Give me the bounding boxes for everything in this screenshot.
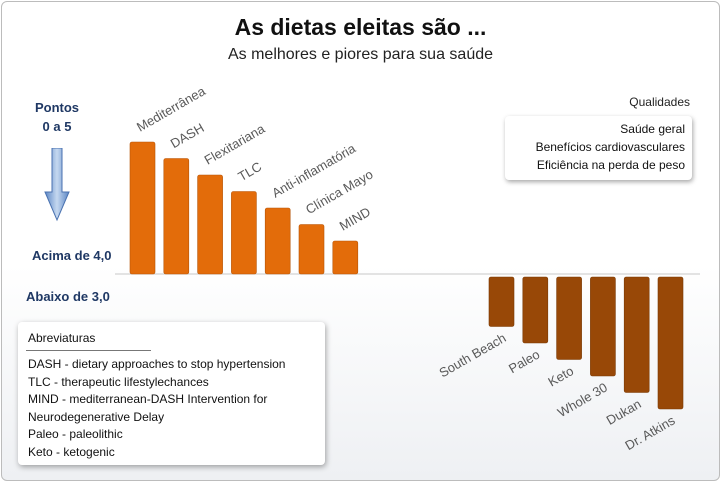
bar-label-top: DASH bbox=[168, 120, 207, 151]
abbreviation-item: Paleo - paleolithic bbox=[28, 427, 123, 441]
bar-bottom bbox=[488, 276, 515, 327]
bar-bottom bbox=[657, 276, 684, 410]
below-threshold-label: Abaixo de 3,0 bbox=[26, 289, 110, 304]
bar-label-top: TLC bbox=[235, 159, 264, 184]
qualities-title: Qualidades bbox=[629, 95, 690, 109]
abbreviations-list: DASH - dietary approaches to stop hypert… bbox=[28, 356, 328, 461]
bar-label-top: MIND bbox=[337, 204, 373, 234]
bar-label-bottom: Keto bbox=[545, 363, 576, 389]
abbreviation-item: MIND - mediterranean-DASH Intervention f… bbox=[28, 392, 268, 406]
abbreviations-box: Abreviaturas DASH - dietary approaches t… bbox=[18, 322, 325, 465]
abbreviation-item: Keto - ketogenic bbox=[28, 444, 115, 459]
bar-bottom bbox=[590, 276, 616, 377]
bar-top bbox=[129, 141, 156, 275]
bar-top bbox=[264, 207, 291, 275]
bar-top bbox=[298, 224, 325, 275]
quality-item: Benefícios cardiovasculares bbox=[535, 140, 685, 154]
points-caption: Pontos 0 a 5 bbox=[22, 98, 92, 136]
bar-top bbox=[231, 191, 257, 275]
abbreviations-divider bbox=[26, 350, 151, 351]
abbreviation-item: DASH - dietary approaches to stop hypert… bbox=[28, 357, 286, 371]
bar-label-bottom: Dr. Atkins bbox=[622, 412, 677, 453]
points-caption-line2: 0 a 5 bbox=[42, 119, 72, 134]
abbreviations-title: Abreviaturas bbox=[28, 331, 96, 345]
bar-bottom bbox=[623, 276, 650, 393]
bar-label-bottom: Paleo bbox=[506, 347, 542, 377]
qualities-box: Saúde geral Benefícios cardiovasculares … bbox=[505, 116, 692, 180]
bar-top bbox=[332, 240, 359, 275]
chart-subtitle: As melhores e piores para sua saúde bbox=[227, 46, 494, 63]
bar-top bbox=[163, 158, 190, 275]
down-arrow-icon bbox=[44, 148, 70, 222]
bar-bottom bbox=[556, 276, 582, 360]
bar-label-bottom: South Beach bbox=[437, 330, 509, 380]
points-caption-line1: Pontos bbox=[34, 100, 80, 115]
quality-item: Eficiência na perda de peso bbox=[536, 158, 685, 172]
quality-item: Saúde geral bbox=[620, 122, 685, 136]
bar-bottom bbox=[522, 276, 549, 344]
chart-title: As dietas eleitas são ... bbox=[234, 14, 487, 40]
abbreviation-item: Neurodegenerative Delay bbox=[28, 409, 165, 424]
bar-label-top: Flexitariana bbox=[202, 121, 268, 168]
abbreviation-item: TLC - therapeutic lifestylechances bbox=[28, 374, 209, 389]
above-threshold-label: Acima de 4,0 bbox=[32, 248, 112, 263]
bar-label-bottom: Whole 30 bbox=[555, 380, 610, 420]
bar-top bbox=[197, 174, 223, 275]
bar-label-bottom: Dukan bbox=[604, 396, 644, 428]
